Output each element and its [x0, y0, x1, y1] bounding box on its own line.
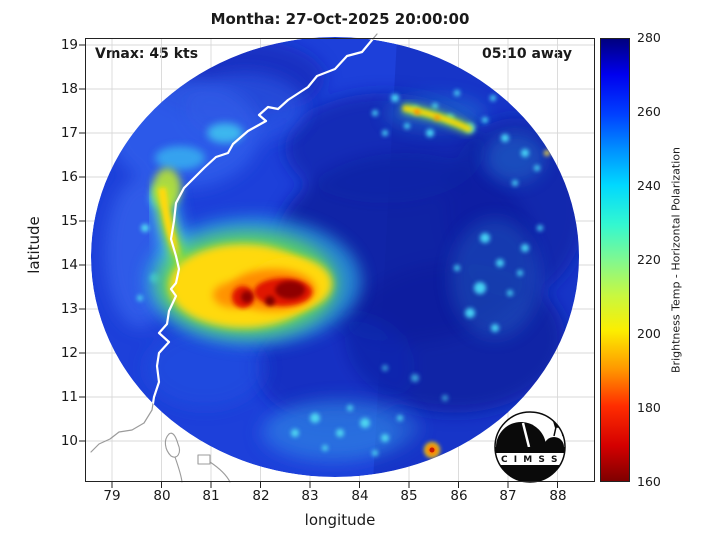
- x-tick-label: 83: [301, 488, 319, 504]
- swath-disk: [91, 37, 579, 477]
- colorbar-tick-label: 280: [637, 30, 661, 45]
- colorbar-tick-label: 180: [637, 400, 661, 415]
- y-tick-label: 19: [60, 37, 78, 53]
- colorbar-tick-label: 200: [637, 326, 661, 341]
- speckles-south: [137, 224, 448, 456]
- southern-cell: [424, 442, 440, 458]
- y-tick-label: 16: [60, 169, 78, 185]
- y-tick-label: 17: [60, 125, 78, 141]
- x-axis-label: longitude: [304, 511, 376, 529]
- plot-frame: [85, 38, 595, 482]
- y-axis-label: latitude: [25, 216, 43, 274]
- x-tick-label: 87: [499, 488, 517, 504]
- x-tick-label: 88: [549, 488, 567, 504]
- eta-annotation: 05:10 away: [482, 46, 572, 62]
- coastal-lakes: [164, 432, 231, 483]
- logo-text: C I M S S: [501, 455, 559, 465]
- coastline: [90, 33, 379, 483]
- northeast-streak: [402, 103, 550, 156]
- x-tick-label: 81: [202, 488, 220, 504]
- vmax-annotation: Vmax: 45 kts: [95, 46, 199, 62]
- y-tick-label: 13: [60, 301, 78, 317]
- observatory-dome-icon: [496, 422, 546, 447]
- x-tick-label: 80: [153, 488, 171, 504]
- y-tick-label: 18: [60, 81, 78, 97]
- colorbar-axis-label: Brightness Temp - Horizontal Polarizatio…: [669, 147, 683, 373]
- colorbar-gradient: [601, 39, 629, 481]
- colorbar-tick-label: 160: [637, 474, 661, 489]
- colorbar: [600, 38, 630, 482]
- x-tick-label: 84: [351, 488, 369, 504]
- y-tick-label: 10: [60, 433, 78, 449]
- colorbar-tick-label: 260: [637, 104, 661, 119]
- small-dome-icon: [544, 437, 564, 447]
- page-title: Montha: 27-Oct-2025 20:00:00: [210, 10, 470, 28]
- y-tick-label: 12: [60, 345, 78, 361]
- plot-area: C I M S S: [79, 33, 595, 488]
- swath-plot-svg: C I M S S: [79, 33, 595, 488]
- y-tick-label: 11: [60, 389, 78, 405]
- colorbar-tick-label: 240: [637, 178, 661, 193]
- convection-complex: [145, 168, 361, 345]
- speckles-east: [454, 225, 543, 332]
- y-tick-label: 14: [60, 257, 78, 273]
- x-tick-label: 82: [252, 488, 270, 504]
- x-tick-label: 86: [450, 488, 468, 504]
- colorbar-tick-label: 220: [637, 252, 661, 267]
- axis-ticks: [79, 44, 558, 488]
- x-tick-label: 85: [400, 488, 418, 504]
- cimss-logo: C I M S S: [494, 411, 566, 483]
- y-tick-label: 15: [60, 213, 78, 229]
- x-tick-label: 79: [103, 488, 121, 504]
